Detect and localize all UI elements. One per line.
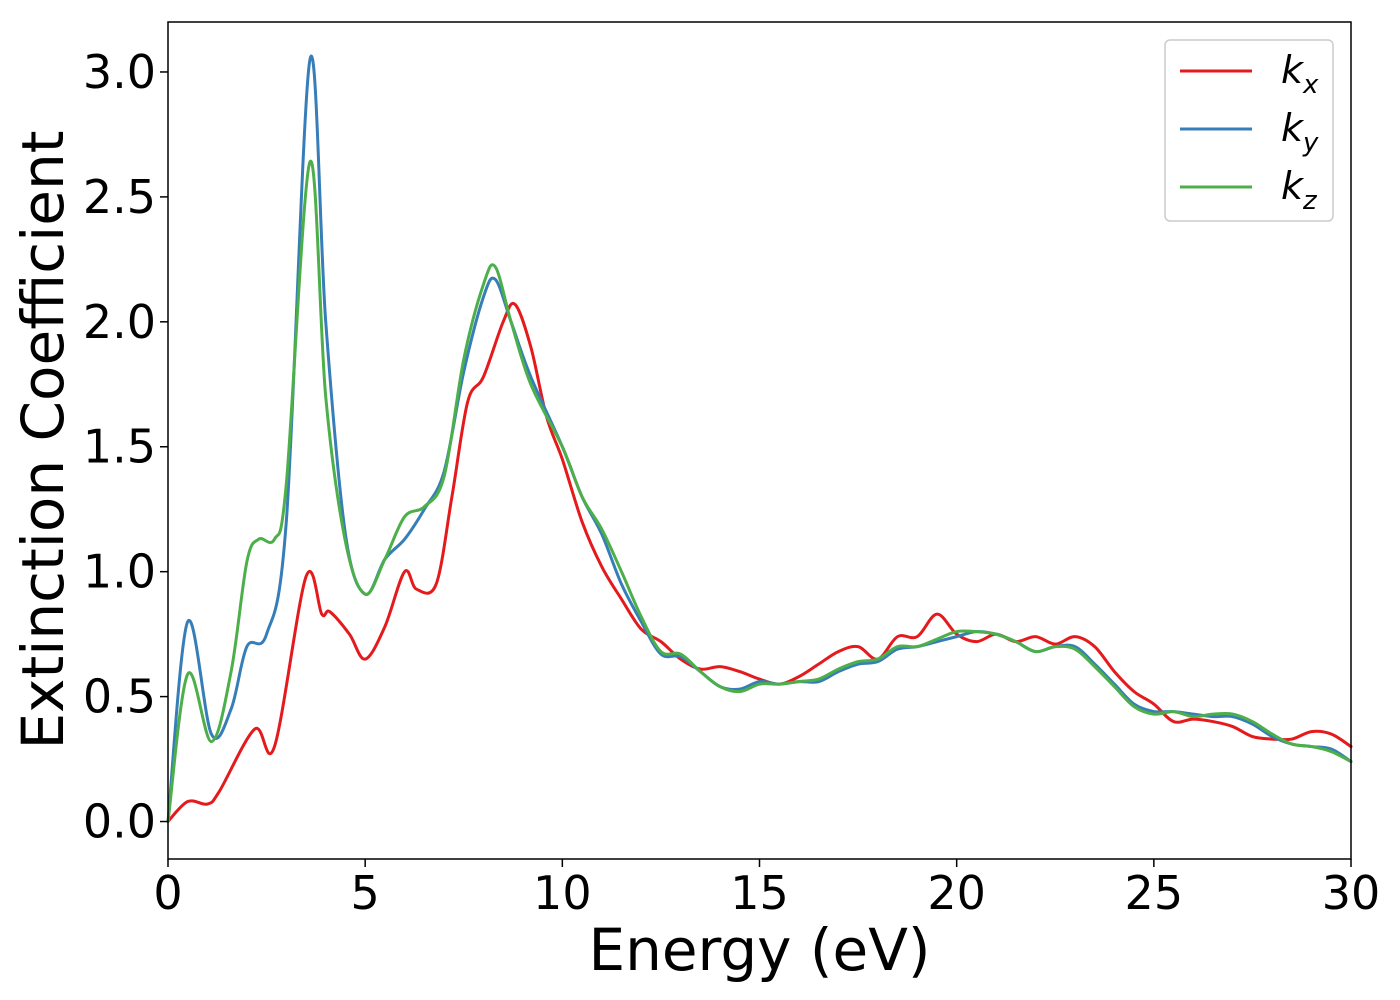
- y-tick-label: 2.0: [83, 295, 156, 349]
- y-tick-label: 3.0: [83, 45, 156, 99]
- y-tick-label: 1.5: [83, 420, 156, 474]
- plot-background: [168, 22, 1351, 859]
- x-axis-ticks: 0 5 10 15 20 25 30: [153, 859, 1380, 920]
- x-axis-title: Energy (eV): [588, 916, 930, 984]
- x-tick-label: 30: [1322, 866, 1381, 920]
- x-tick-label: 10: [533, 866, 592, 920]
- x-tick-label: 0: [153, 866, 182, 920]
- x-tick-label: 15: [730, 866, 789, 920]
- y-axis-title: Extinction Coefficient: [9, 131, 77, 750]
- y-tick-label: 0.5: [83, 670, 156, 724]
- x-tick-label: 5: [351, 866, 380, 920]
- x-tick-label: 20: [927, 866, 986, 920]
- series-line-z: [166, 159, 1353, 824]
- y-axis-ticks: 0.0 0.5 1.0 1.5 2.0 2.5 3.0: [83, 45, 168, 849]
- y-tick-label: 1.0: [83, 545, 156, 599]
- x-tick-label: 25: [1125, 866, 1184, 920]
- y-tick-label: 2.5: [83, 170, 156, 224]
- series-line-x: [166, 301, 1353, 824]
- series-layer: [166, 54, 1353, 824]
- y-tick-label: 0.0: [83, 795, 156, 849]
